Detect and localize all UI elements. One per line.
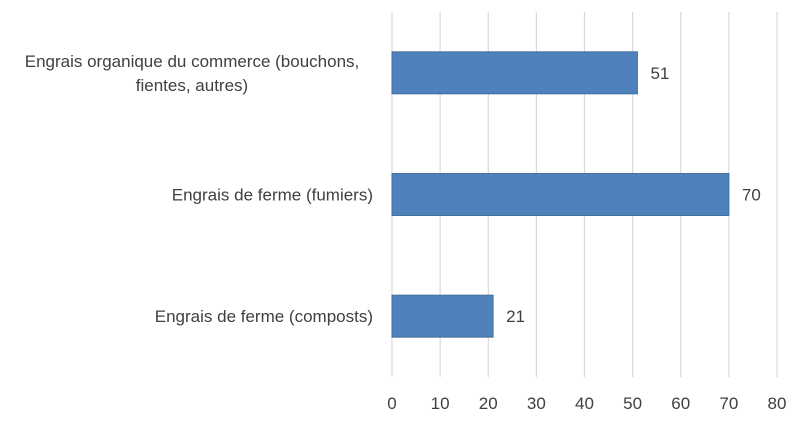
x-tick-label: 80	[768, 394, 787, 413]
category-label: Engrais organique du commerce (bouchons,	[25, 52, 360, 71]
category-label: fientes, autres)	[136, 76, 248, 95]
x-tick-label: 70	[719, 394, 738, 413]
category-labels: Engrais organique du commerce (bouchons,…	[25, 52, 373, 326]
x-axis-ticks: 0 10 20 30 40 50 60 70 80	[387, 394, 786, 413]
bar	[391, 294, 494, 338]
category-label: Engrais de ferme (composts)	[155, 307, 373, 326]
data-label: 51	[650, 64, 669, 83]
x-tick-label: 50	[623, 394, 642, 413]
x-tick-label: 30	[527, 394, 546, 413]
bars	[391, 51, 730, 338]
bar	[391, 51, 638, 95]
x-tick-label: 20	[479, 394, 498, 413]
category-label: Engrais de ferme (fumiers)	[172, 186, 373, 205]
data-label: 21	[506, 307, 525, 326]
x-tick-label: 60	[671, 394, 690, 413]
x-tick-label: 40	[575, 394, 594, 413]
x-tick-label: 10	[431, 394, 450, 413]
bar	[391, 173, 730, 216]
data-label: 70	[742, 186, 761, 205]
data-labels: 51 70 21	[506, 64, 761, 326]
x-tick-label: 0	[387, 394, 396, 413]
